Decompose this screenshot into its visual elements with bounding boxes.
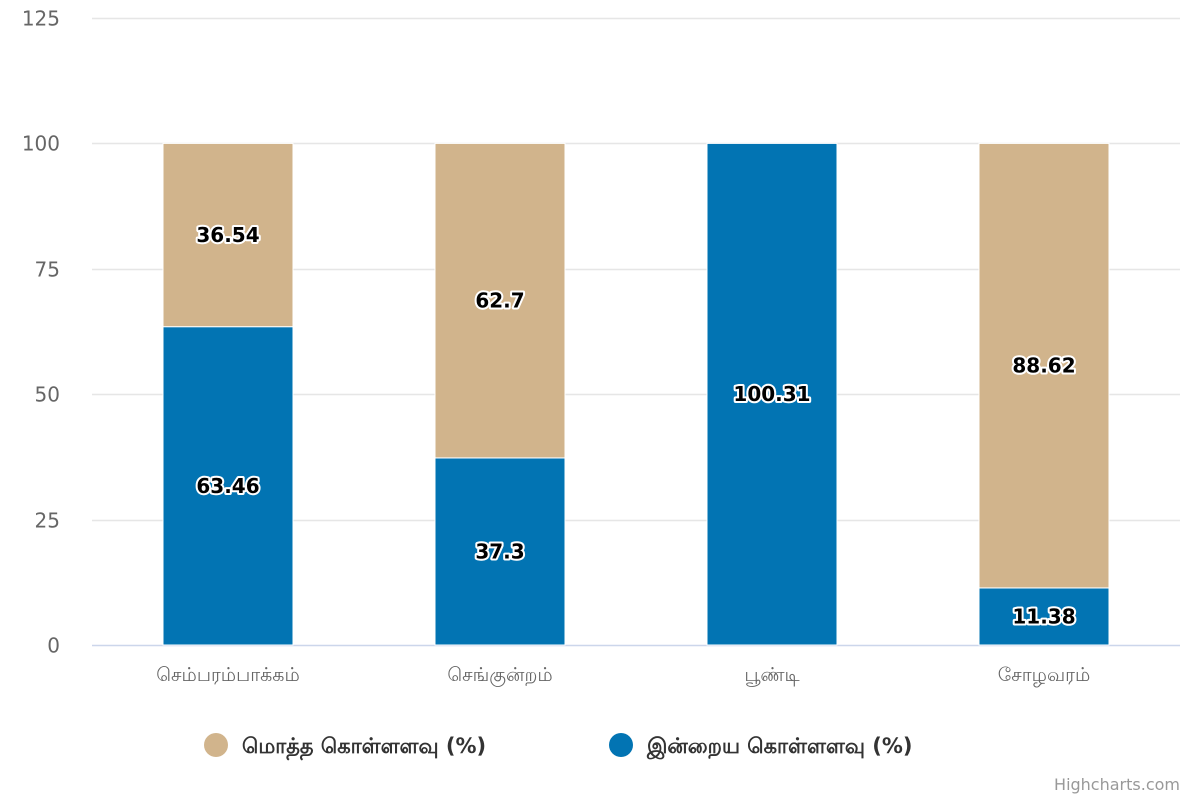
bar-segment[interactable] bbox=[434, 142, 566, 459]
legend-item[interactable]: மொத்த கொள்ளளவு (%) bbox=[204, 733, 486, 761]
bar-segment[interactable] bbox=[978, 142, 1110, 589]
bars bbox=[162, 142, 1110, 646]
data-label: 100.31 bbox=[733, 382, 810, 406]
x-tick-label: சோழவரம் bbox=[998, 664, 1091, 687]
y-tick-label: 75 bbox=[35, 258, 60, 282]
x-tick-label: செம்பரம்பாக்கம் bbox=[156, 664, 300, 686]
legend-label: இன்றைய கொள்ளளவு (%) bbox=[646, 734, 913, 760]
x-tick-label: செங்குன்றம் bbox=[447, 664, 552, 687]
bar-segment[interactable] bbox=[162, 142, 294, 328]
data-label: 11.38 bbox=[1012, 604, 1075, 628]
bar-segment[interactable] bbox=[978, 587, 1110, 646]
data-label: 88.62 bbox=[1012, 354, 1075, 378]
data-label: 36.54 bbox=[196, 223, 259, 247]
y-tick-label: 0 bbox=[47, 634, 60, 658]
y-tick-label: 25 bbox=[35, 509, 60, 533]
data-label: 37.3 bbox=[475, 539, 524, 563]
bar-segment[interactable] bbox=[434, 457, 566, 646]
legend-symbol-icon bbox=[609, 733, 633, 757]
y-tick-label: 50 bbox=[35, 383, 60, 407]
y-tick-label: 125 bbox=[22, 7, 60, 31]
x-axis-labels: செம்பரம்பாக்கம் செங்குன்றம் பூண்டி சோழவரம் bbox=[156, 664, 1090, 687]
credits-link[interactable]: Highcharts.com bbox=[1054, 775, 1180, 794]
y-axis-labels: 0 25 50 75 100 125 bbox=[22, 7, 60, 658]
data-labels: 63.46 36.54 37.3 62.7 100.31 11.38 88.62 bbox=[194, 221, 1077, 630]
legend-symbol-icon bbox=[204, 733, 228, 757]
bar-segment[interactable] bbox=[162, 326, 294, 646]
legend-item[interactable]: இன்றைய கொள்ளளவு (%) bbox=[609, 733, 913, 760]
x-tick-label: பூண்டி bbox=[744, 664, 799, 687]
y-tick-label: 100 bbox=[22, 132, 60, 156]
legend-label: மொத்த கொள்ளளவு (%) bbox=[242, 734, 486, 761]
legend: மொத்த கொள்ளளவு (%) இன்றைய கொள்ளளவு (%) bbox=[204, 733, 913, 761]
data-label: 62.7 bbox=[475, 289, 524, 313]
data-label: 63.46 bbox=[196, 474, 259, 498]
bar-segment[interactable] bbox=[706, 142, 838, 646]
